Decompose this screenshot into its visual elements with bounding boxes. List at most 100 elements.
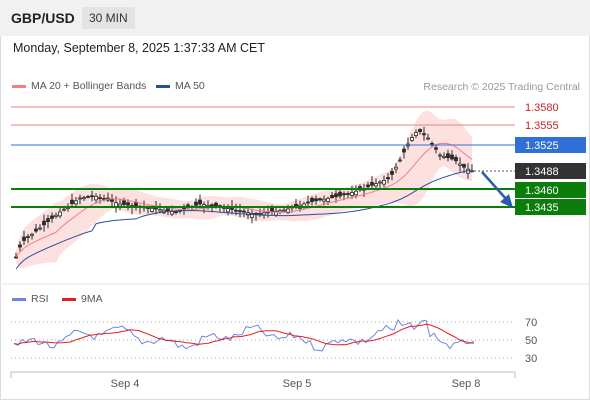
candle-body [286,208,290,214]
candle-body [18,244,22,248]
candle-body [50,215,54,219]
candle-body [350,191,354,196]
candle-body [454,157,458,162]
legend-ma50: MA 50 [156,80,205,92]
rsi-tick-30: 30 [525,353,537,365]
candle-body [134,201,138,207]
candle-body [226,208,230,213]
candle-body [14,256,18,259]
candle-body [458,163,462,166]
candle-body [366,184,370,188]
ma9-label: 9MA [81,293,103,305]
candle-body [434,147,438,150]
candle-body [86,196,90,198]
candle-body [398,159,402,162]
candle-body [38,227,42,230]
ma20-swatch [12,84,26,88]
candle-body [330,194,334,198]
candle-body [258,212,262,215]
candle-body [30,233,34,236]
candle-body [126,202,130,206]
rsi-tick-70: 70 [525,317,537,329]
candle-body [386,177,390,180]
candle-body [74,200,78,205]
candle-body [110,199,114,202]
x-label-sep5: Sep 5 [283,378,312,390]
candle-body [410,137,414,141]
candle-body [318,198,322,201]
candle-body [374,183,378,187]
candle-body [370,182,374,186]
candle-body [446,153,450,159]
candle-body [82,197,86,200]
candle-body [334,193,338,198]
candle-body [378,181,382,184]
candle-body [102,198,106,200]
candle-body [262,212,266,216]
candle-body [402,148,406,153]
x-label-sep8: Sep 8 [452,378,481,390]
candle-body [450,154,454,160]
ma9-swatch [62,297,76,301]
candle-body [418,129,422,132]
candle-body [210,204,214,207]
candle-body [282,209,286,212]
candle-body [26,236,30,239]
candle-body [94,195,98,201]
timestamp: Monday, September 8, 2025 1:37:33 AM CET [13,41,265,55]
level-tag-6 [515,199,586,215]
candle-body [42,220,46,226]
level-label-2: 1.3555 [525,120,559,132]
symbol-title: GBP/USD [11,10,75,26]
candle-body [438,154,442,157]
candle-body [90,195,94,198]
ma50-line [15,169,473,270]
candle-body [390,170,394,175]
candle-body [170,211,174,215]
legend-rsi: RSI [12,293,49,305]
level-label-6: 1.3435 [525,202,559,214]
timeframe-button[interactable]: 30 MIN [82,7,135,29]
chart-header: GBP/USD 30 MIN [0,0,590,36]
candle-body [62,208,66,211]
level-label-1: 1.3580 [525,102,559,114]
candle-body [242,210,246,213]
candle-body [114,202,118,207]
legend-ma20: MA 20 + Bollinger Bands [12,80,146,92]
candle-body [354,190,358,196]
x-axis: Sep 4 Sep 5 Sep 8 [10,371,516,390]
candle-body [306,201,310,204]
candle-body [22,236,26,241]
candle-body [382,179,386,185]
candle-body [322,198,326,202]
ma50-label: MA 50 [175,80,205,92]
candle-body [70,199,74,204]
rsi-pane: 70 50 30 [11,317,537,365]
candle-body [442,155,446,159]
candle-body [118,203,122,207]
candle-body [194,201,198,206]
candle-body [150,207,154,212]
candle-body [346,193,350,195]
candle-body [122,200,126,205]
candle-body [426,137,430,140]
candle-body [314,198,318,202]
candle-body [270,207,274,213]
candle-body [342,193,346,196]
level-label-4: 1.3488 [525,166,559,178]
candle-body [250,212,254,218]
rsi-ma-line [13,323,475,346]
candle-body [234,209,238,212]
candle-body [462,164,466,168]
candle-body [158,209,162,212]
legend-9ma: 9MA [62,293,103,305]
credit-text: Research © 2025 Trading Central [423,81,580,93]
candle-body [34,228,38,232]
candle-body [54,214,58,217]
rsi-tick-50: 50 [525,335,537,347]
candle-body [198,199,202,205]
candle-body [414,132,418,136]
rsi-swatch [12,297,26,301]
rsi-line [13,318,475,352]
